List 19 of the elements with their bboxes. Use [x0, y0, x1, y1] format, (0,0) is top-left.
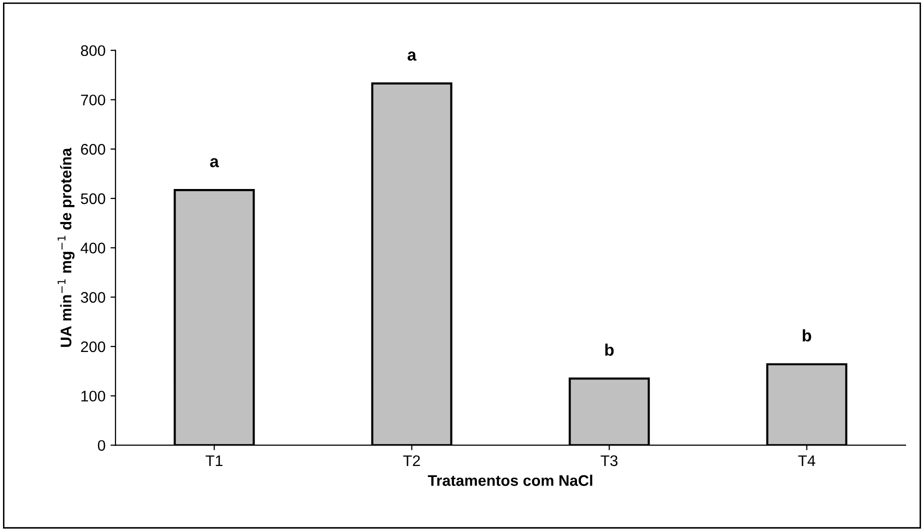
x-tick-label: T1	[206, 455, 222, 466]
x-tick-label: T2	[403, 455, 420, 466]
y-tick-label: 700	[81, 94, 106, 106]
y-tick-label: 300	[80, 292, 106, 303]
y-tick-label: 0	[98, 440, 106, 451]
annotation: a	[408, 52, 416, 61]
y-axis-title: UA min$^{−1}$ mg$^{−1}$ de proteína	[58, 148, 75, 347]
y-tick-label: 500	[80, 193, 106, 204]
annotation: a	[210, 158, 219, 168]
y-tick-label: 100	[81, 390, 106, 402]
y-tick-label: 400	[80, 242, 106, 254]
y-tick-label: 600	[81, 144, 106, 155]
annotation: b	[802, 329, 812, 342]
y-tick-label: 800	[80, 45, 106, 56]
annotation: b	[605, 344, 614, 356]
x-tick-label: T3	[600, 455, 618, 466]
y-tick-label: 200	[81, 341, 106, 352]
x-tick-label: T4	[798, 455, 816, 466]
x-axis-title: Tratamentos com NaCl	[428, 474, 592, 486]
